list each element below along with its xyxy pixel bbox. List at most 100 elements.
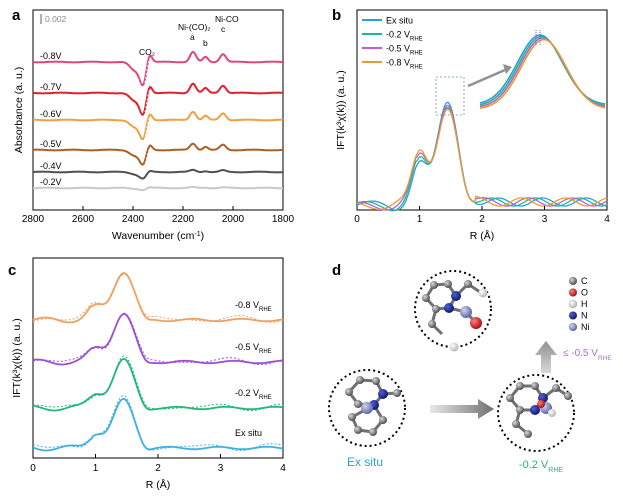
panel-label-d: d xyxy=(332,262,341,279)
annotation-c: c xyxy=(221,24,226,34)
panel-a-dash-overlay xyxy=(132,148,158,169)
zoom-arrow xyxy=(467,68,506,88)
panel-b-xtick-label: 0 xyxy=(354,214,360,225)
legend-atom-h xyxy=(568,299,578,309)
panel-a-xtick-label: 2600 xyxy=(72,214,95,225)
legend-entry: -0.2 VRHE xyxy=(386,30,423,43)
panel-c-xtick-label: 3 xyxy=(218,463,224,474)
scale-bar-label: 0.002 xyxy=(45,14,67,24)
label-step2: ≤ -0.5 VRHE xyxy=(563,348,612,362)
legend-entry: Ex situ xyxy=(386,16,413,26)
panel-b-series-line xyxy=(356,108,608,211)
panel-a-series-label: -0.5V xyxy=(40,139,62,149)
annotation-nico2: Ni-(CO)₂ xyxy=(178,22,211,32)
panel-label-b: b xyxy=(332,7,341,24)
label-step1: -0.2 VRHE xyxy=(519,459,563,474)
molecule-circle-top xyxy=(414,270,492,348)
panel-label-c: c xyxy=(8,262,16,279)
panel-b-series-line xyxy=(356,101,608,211)
inset-series-line xyxy=(479,35,606,106)
panel-a-series-label: -0.7V xyxy=(40,82,62,92)
molecule-circle-ex-situ xyxy=(328,369,406,447)
transform-arrow-right xyxy=(430,399,494,419)
legend-atom-label: H xyxy=(581,299,588,309)
annotation-co2: CO₂ xyxy=(139,47,155,57)
panel-b-series-line xyxy=(357,104,608,211)
legend-atom-label: N xyxy=(581,311,588,321)
panel-c-fit-line xyxy=(32,273,284,323)
panel-a-series-line xyxy=(33,168,283,180)
inset-series-line xyxy=(479,38,606,109)
panel-a-xtick-label: 2200 xyxy=(172,214,195,225)
panel-c-xlabel: R (Å) xyxy=(146,478,171,491)
panel-c-ylabel: IFT(k³χ(k)) (a. u.) xyxy=(11,318,23,398)
annotation-a: a xyxy=(190,32,195,42)
panel-b-xlabel: R (Å) xyxy=(470,229,495,242)
panel-a-series-line xyxy=(33,142,283,166)
panel-c-chart: -0.8 VRHE -0.5 VRHE -0.2 VRHE Ex situ 0 1 2 3 4… xyxy=(11,257,286,491)
panel-b-ylabel: IFT(k³χ(k)) (a. u.) xyxy=(335,70,347,150)
panel-a-ylabel: Absorbance (a. u.) xyxy=(13,67,25,153)
molecule-circle-step1 xyxy=(497,374,575,452)
panel-b-xtick-label: 4 xyxy=(604,214,610,225)
panel-c-series-line xyxy=(32,397,284,452)
panel-c-xtick-label: 0 xyxy=(30,463,36,474)
panel-a-series-label: -0.6V xyxy=(40,109,62,119)
panel-a-dash-overlay xyxy=(132,57,158,89)
panel-a-dash-overlay xyxy=(132,116,158,143)
panel-a-series-label: -0.8V xyxy=(40,51,62,61)
legend-atom-label: O xyxy=(581,288,588,298)
panel-a-xtick-label: 2000 xyxy=(222,214,245,225)
legend-atom-label: C xyxy=(581,276,588,286)
panel-a-series-line xyxy=(33,110,284,141)
legend-atom-c xyxy=(568,276,578,286)
panel-a-series-line xyxy=(32,82,284,116)
panel-b-xtick-label: 3 xyxy=(542,214,548,225)
legend-entry: -0.5 VRHE xyxy=(386,44,423,57)
panel-c-xtick-label: 2 xyxy=(155,463,161,474)
panel-b-xtick-label: 1 xyxy=(417,214,423,225)
panel-a-series-label: -0.4V xyxy=(40,161,62,171)
panel-c-fit-line xyxy=(32,355,283,412)
panel-a-chart: -0.8V -0.7V -0.6V -0.5V -0.4V -0.2V 2800 2600 2… xyxy=(13,9,295,242)
panel-a-xlabel: Wavenumber (cm-1) xyxy=(112,230,204,242)
legend-atom-ni xyxy=(568,322,578,332)
molecule-ex-situ xyxy=(345,376,401,436)
panel-c-series-label: -0.5 VRHE xyxy=(235,342,272,355)
panel-a-xtick-label: 2800 xyxy=(22,214,45,225)
panel-c-series-line xyxy=(32,272,284,324)
panel-a-frame xyxy=(32,9,284,211)
panel-a-dash-overlay xyxy=(132,89,158,119)
panel-a-xtick-label: 2400 xyxy=(122,214,145,225)
panel-b-xtick-label: 2 xyxy=(479,214,485,225)
panel-b-chart: 0 1 2 3 4 Ex situ -0.2 VRHE-0.5 VRHE-0.8 VRHE… xyxy=(335,9,610,242)
legend-atom-o xyxy=(568,288,578,297)
panel-a-series-line xyxy=(33,50,284,87)
panel-a-xtick-label: 1800 xyxy=(272,214,295,225)
zoom-region-box xyxy=(435,76,465,116)
legend-atom-n xyxy=(568,311,578,320)
panel-a-series-line xyxy=(33,185,283,192)
transform-arrow-up xyxy=(535,341,557,373)
panel-c-series-line xyxy=(32,358,284,412)
panel-c-xtick-label: 1 xyxy=(93,463,99,474)
panel-c-series-line xyxy=(32,312,283,366)
panel-c-fit-line xyxy=(32,394,284,452)
molecule-top xyxy=(422,280,488,352)
panel-c-series-label: -0.8 VRHE xyxy=(235,300,272,313)
panel-a-series-label: -0.2V xyxy=(40,177,62,187)
annotation-b: b xyxy=(203,38,208,48)
legend-entry: -0.8 VRHE xyxy=(386,58,423,71)
molecule-step1 xyxy=(506,382,572,438)
annotation-nico: Ni-CO xyxy=(215,14,239,24)
panel-c-series-label: Ex situ xyxy=(235,428,262,438)
label-ex-situ: Ex situ xyxy=(347,455,383,469)
legend-atom-label: Ni xyxy=(581,322,590,332)
panel-c-series-label: -0.2 VRHE xyxy=(235,388,272,401)
panel-b-frame xyxy=(356,9,608,211)
panel-c-xtick-label: 4 xyxy=(280,463,286,474)
scale-bar xyxy=(40,14,42,24)
zoom-arrow-head xyxy=(503,64,512,74)
